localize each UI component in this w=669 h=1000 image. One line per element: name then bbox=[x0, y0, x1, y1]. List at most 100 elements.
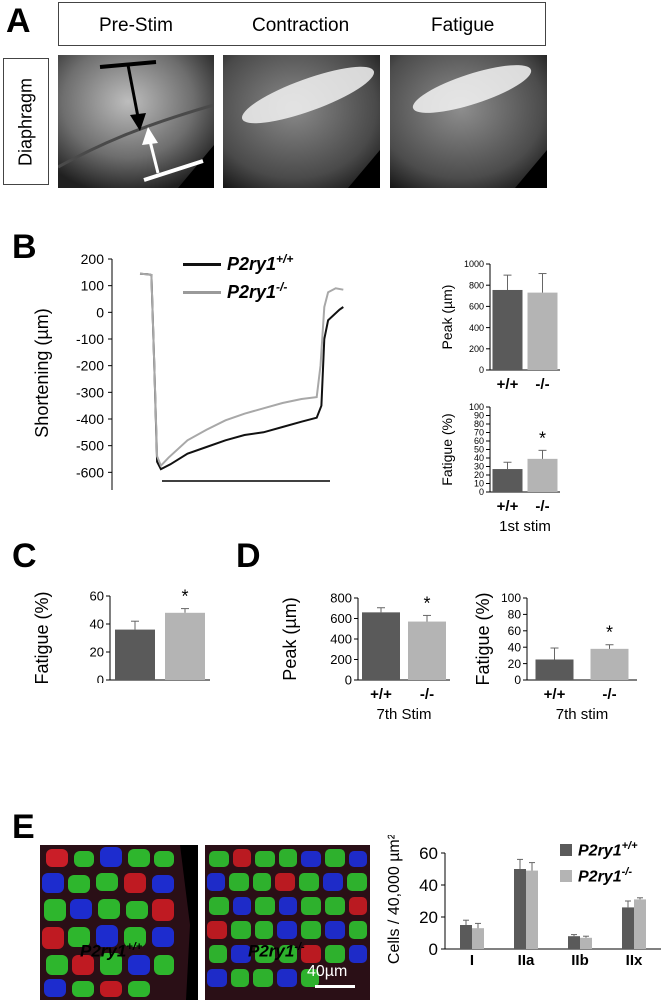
row-label-box: Diaphragm bbox=[3, 58, 49, 185]
bar bbox=[568, 936, 580, 949]
chart-caption: 7th Stim bbox=[376, 706, 431, 723]
panel-letter-c: C bbox=[12, 537, 37, 575]
y-tick-label: 30 bbox=[474, 462, 484, 472]
bar bbox=[622, 907, 634, 949]
bar bbox=[115, 629, 155, 680]
category-label: +/+ bbox=[370, 686, 392, 703]
legend-b-label-ko: P2ry1-/- bbox=[227, 280, 287, 303]
y-axis-label: Shortening (µm) bbox=[32, 308, 52, 437]
y-tick-label: 60 bbox=[419, 844, 438, 863]
category-label: -/- bbox=[420, 686, 434, 703]
y-tick-label: -300 bbox=[76, 384, 104, 400]
line-marker-black bbox=[99, 60, 157, 69]
panel-letter-b: B bbox=[12, 228, 37, 266]
y-tick-label: -600 bbox=[76, 464, 104, 480]
legend-b-sup-ko: -/- bbox=[276, 280, 288, 294]
y-tick-label: 40 bbox=[419, 876, 438, 895]
category-label: IIx bbox=[626, 952, 643, 965]
y-tick-label: 80 bbox=[474, 419, 484, 429]
y-tick-label: 400 bbox=[330, 632, 352, 647]
bar bbox=[492, 289, 523, 370]
micrograph-fatigue-art bbox=[390, 55, 547, 188]
y-tick-label: 60 bbox=[90, 589, 104, 604]
fiber-caption-wt: P2ry1+/+ bbox=[80, 941, 142, 962]
y-tick-label: 800 bbox=[469, 280, 484, 290]
y-tick-label: 20 bbox=[90, 645, 104, 660]
y-tick-label: 600 bbox=[330, 611, 352, 626]
scale-bar-line bbox=[315, 985, 355, 988]
micrograph-fatigue bbox=[390, 55, 547, 188]
legend-e-sup-ko: -/- bbox=[621, 866, 632, 878]
panel-letter-e: E bbox=[12, 808, 35, 846]
fiber-image-wt-art bbox=[40, 845, 198, 1000]
trace-line-ko bbox=[139, 272, 344, 468]
y-tick-label: 0 bbox=[479, 365, 484, 375]
legend-b-line-wt bbox=[183, 263, 221, 266]
bar bbox=[165, 612, 205, 680]
significance-star: * bbox=[181, 587, 188, 607]
category-label: I bbox=[470, 952, 474, 965]
category-label: IIa bbox=[518, 952, 535, 965]
y-tick-label: 20 bbox=[474, 470, 484, 480]
column-header-box: Pre-Stim Contraction Fatigue bbox=[58, 2, 546, 46]
y-tick-label: 40 bbox=[474, 453, 484, 463]
y-axis-label: Peak (µm) bbox=[280, 597, 300, 680]
micrograph-prestim-art bbox=[58, 55, 214, 188]
y-tick-label: 20 bbox=[419, 908, 438, 927]
bar bbox=[472, 928, 484, 949]
y-tick-label: 0 bbox=[429, 940, 438, 959]
legend-e-base-ko: P2ry1 bbox=[578, 868, 622, 886]
bar bbox=[362, 612, 400, 680]
chart-caption: 1st stim bbox=[499, 518, 551, 535]
fiber-caption-ko-sup: -/- bbox=[294, 941, 305, 953]
category-label: -/- bbox=[535, 498, 549, 515]
legend-b-base-wt: P2ry1 bbox=[227, 254, 277, 274]
bar bbox=[590, 648, 629, 680]
chart-caption: 7th stim bbox=[556, 706, 609, 723]
chart-d-fatigue: 0 20 40 60 80 100 Fatigue (%) +/+ -/- * 7th stim bbox=[473, 591, 637, 723]
bar bbox=[527, 292, 558, 370]
y-tick-label: 0 bbox=[345, 673, 352, 688]
legend-b-line-ko bbox=[183, 291, 221, 294]
y-tick-label: 100 bbox=[469, 402, 484, 412]
column-header-contraction: Contraction bbox=[252, 15, 350, 36]
y-tick-label: 20 bbox=[508, 657, 522, 671]
y-tick-label: 100 bbox=[81, 278, 105, 294]
bar bbox=[460, 925, 472, 949]
y-axis-label: Fatigue (%) bbox=[473, 592, 493, 685]
column-header-fatigue: Fatigue bbox=[431, 15, 495, 36]
legend-b-sup-wt: +/+ bbox=[276, 252, 294, 266]
y-tick-label: 800 bbox=[330, 591, 352, 606]
y-tick-label: 70 bbox=[474, 428, 484, 438]
bar bbox=[580, 937, 592, 949]
scale-bar-label: 40µm bbox=[307, 963, 348, 980]
arrow-up-icon bbox=[142, 127, 158, 145]
y-tick-label: 0 bbox=[96, 304, 104, 320]
fiber-caption-ko: P2ry1-/- bbox=[248, 941, 305, 962]
micrograph-prestim bbox=[58, 55, 214, 188]
chart-d-peak: 0 200 400 600 800 Peak (µm) +/+ -/- * 7th Stim bbox=[280, 591, 450, 723]
chart-e-cells: 0 20 40 60 Cells / 40,000 µm² I IIa IIb IIx bbox=[386, 835, 661, 965]
y-tick-label: -100 bbox=[76, 331, 104, 347]
fiber-caption-ko-base: P2ry1 bbox=[248, 941, 295, 961]
micrograph-contraction-art bbox=[223, 55, 380, 188]
fiber-image-wt bbox=[40, 845, 198, 1000]
y-tick-label: -500 bbox=[76, 438, 104, 454]
y-tick-label: -400 bbox=[76, 411, 104, 427]
bar bbox=[492, 469, 523, 492]
category-label: +/+ bbox=[544, 686, 566, 703]
bar bbox=[526, 870, 538, 949]
panel-letter-d: D bbox=[236, 537, 261, 575]
category-label: -/- bbox=[535, 376, 549, 392]
line-marker-white bbox=[143, 159, 204, 182]
fiber-image-ko: 40µm bbox=[205, 845, 370, 1000]
y-tick-label: -200 bbox=[76, 358, 104, 374]
category-label: +/+ bbox=[497, 376, 519, 392]
legend-b-label-wt: P2ry1+/+ bbox=[227, 252, 293, 275]
column-header-prestim: Pre-Stim bbox=[99, 15, 173, 36]
y-axis-label: Peak (µm) bbox=[439, 285, 455, 350]
trace-line-wt bbox=[139, 272, 344, 471]
chart-b-trace: 2001000-100-200-300-400-500-600-700Short… bbox=[32, 251, 344, 490]
y-axis-label: Cells / 40,000 µm² bbox=[386, 835, 403, 964]
